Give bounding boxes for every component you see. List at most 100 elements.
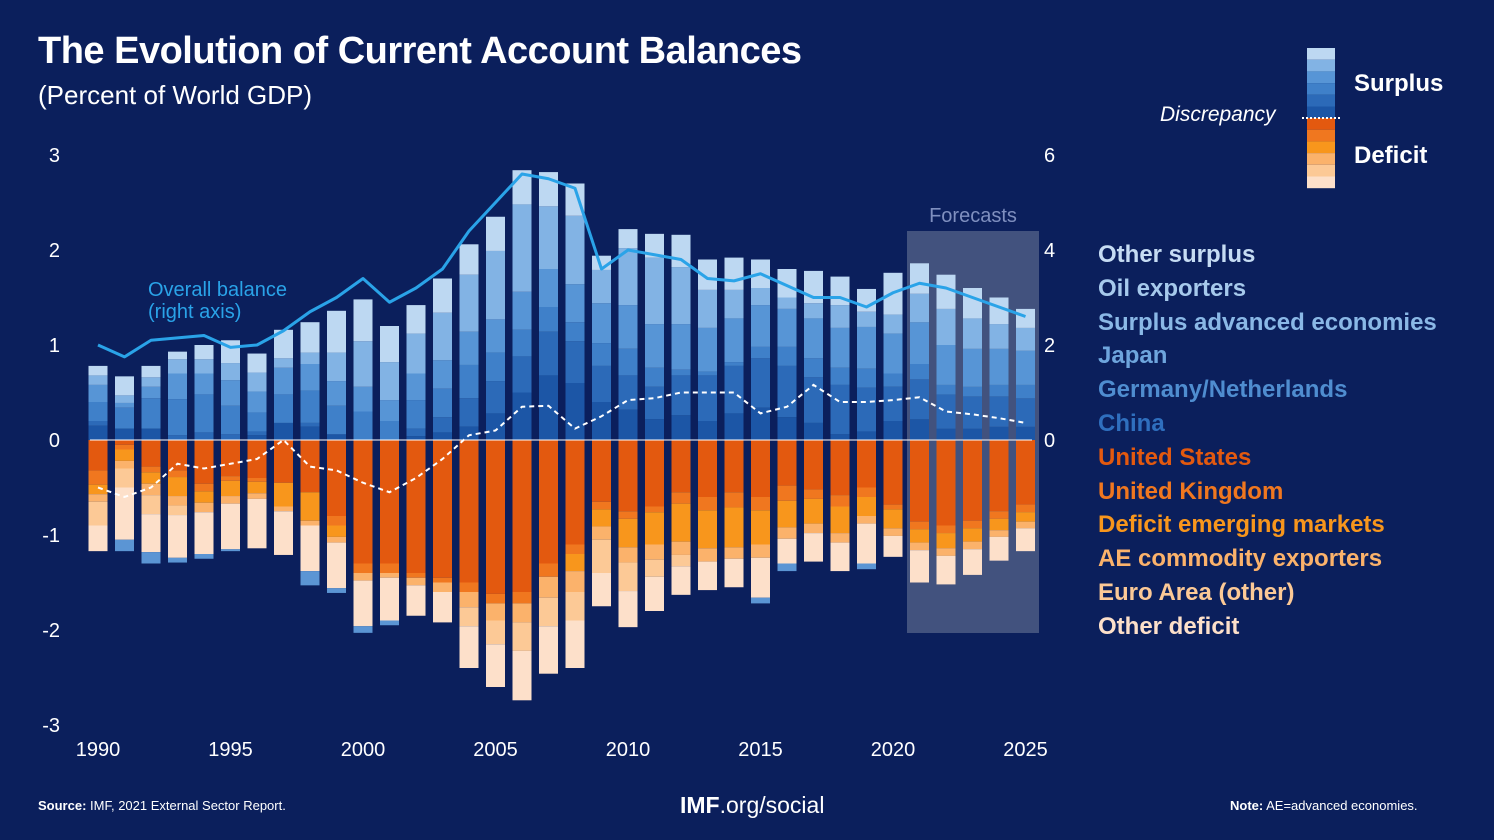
bar-surplus-0-1991	[115, 428, 134, 440]
bar-deficit-2-1999	[327, 525, 346, 537]
bar-surplus-2-1995	[221, 405, 240, 435]
bar-surplus-3-2005	[486, 319, 505, 353]
bar-surplus-2-2025	[1016, 384, 1035, 399]
bar-surplus-5-1992	[141, 365, 161, 378]
bar-surplus-0-2009	[592, 402, 611, 440]
bar-surplus-2-2023	[963, 386, 982, 397]
bar-surplus-5-1990	[88, 365, 108, 376]
bar-residual-1993	[168, 557, 187, 563]
bar-deficit-2-2017	[804, 498, 823, 524]
y-right-tick-0: 6	[1044, 145, 1055, 167]
bars-layer	[88, 170, 1035, 701]
bar-surplus-1-2022	[936, 394, 956, 429]
bar-deficit-2-2012	[671, 503, 691, 542]
y-right-tick-3: 0	[1044, 430, 1055, 452]
bar-surplus-1-1990	[88, 421, 108, 426]
bar-deficit-2-2024	[989, 518, 1009, 531]
bar-surplus-4-2014	[724, 289, 744, 319]
bar-deficit-1-2017	[804, 489, 823, 499]
bar-deficit-1-2005	[486, 593, 505, 604]
bar-surplus-1-1993	[168, 435, 187, 440]
bar-surplus-1-2009	[592, 365, 611, 402]
x-tick-0: 1990	[76, 739, 121, 761]
bar-surplus-2-2008	[565, 322, 585, 342]
bar-deficit-3-1995	[221, 496, 240, 504]
legend-item-0: Other surplus	[1098, 241, 1256, 268]
bar-surplus-5-2005	[486, 216, 505, 251]
bar-deficit-5-2011	[645, 576, 664, 611]
bar-surplus-1-2003	[433, 417, 452, 433]
bar-surplus-2-2005	[486, 352, 505, 382]
bar-deficit-4-2008	[565, 592, 585, 621]
bar-deficit-2-1990	[88, 484, 108, 495]
key-swatch-deficit-2	[1307, 141, 1335, 154]
key-swatch-surplus-2	[1307, 71, 1335, 84]
key-swatch-deficit-4	[1307, 164, 1335, 177]
bar-deficit-3-1994	[194, 502, 214, 513]
bar-surplus-3-1990	[88, 384, 108, 402]
bar-deficit-3-1992	[141, 483, 161, 496]
bar-surplus-1-2006	[512, 356, 532, 393]
bar-surplus-3-2010	[618, 305, 638, 349]
bar-surplus-4-2009	[592, 269, 611, 304]
bar-deficit-2-2009	[592, 509, 611, 527]
bar-surplus-5-2022	[936, 274, 956, 309]
bar-surplus-4-2006	[512, 204, 532, 292]
bar-surplus-0-2008	[565, 383, 585, 440]
bar-surplus-0-2004	[459, 426, 479, 440]
bar-surplus-2-1994	[194, 394, 214, 433]
bar-deficit-2-2022	[936, 533, 956, 549]
bar-surplus-0-2019	[857, 431, 876, 440]
bar-surplus-3-2000	[353, 386, 373, 412]
bar-deficit-0-2007	[539, 440, 558, 564]
bar-surplus-4-2013	[698, 289, 717, 328]
bar-surplus-3-1996	[247, 391, 267, 413]
bar-surplus-5-2008	[565, 183, 585, 216]
bar-deficit-5-2022	[936, 555, 956, 585]
bar-surplus-4-2016	[777, 297, 797, 309]
legend-item-10: Euro Area (other)	[1098, 578, 1295, 606]
bar-surplus-4-1997	[274, 358, 293, 368]
bar-surplus-4-1991	[115, 395, 134, 403]
bar-surplus-2-1999	[327, 405, 346, 435]
bar-surplus-1-1994	[194, 432, 214, 440]
bar-deficit-5-2007	[539, 626, 558, 674]
imf-rest: .org/social	[719, 792, 825, 818]
bar-surplus-3-1994	[194, 373, 214, 395]
bar-surplus-2-2016	[777, 346, 797, 366]
legend-item-6: United States	[1098, 443, 1252, 471]
bar-deficit-3-2022	[936, 548, 956, 556]
footer-imf-link[interactable]: IMF.org/social	[680, 792, 824, 819]
y-left-tick-3: 0	[49, 430, 60, 452]
bar-deficit-3-1996	[247, 493, 267, 499]
bar-deficit-1-2023	[963, 520, 982, 529]
bar-surplus-4-1998	[300, 352, 320, 364]
bar-surplus-4-2003	[433, 312, 452, 361]
bar-surplus-2-1998	[300, 390, 320, 423]
bar-surplus-4-1994	[194, 359, 214, 374]
bar-surplus-3-2008	[565, 284, 585, 323]
bar-surplus-1-2004	[459, 398, 479, 427]
bar-surplus-2-2006	[512, 329, 532, 357]
bar-deficit-5-2016	[777, 538, 797, 564]
bar-surplus-2-2021	[910, 364, 929, 380]
forecast-label: Forecasts	[929, 205, 1017, 227]
bar-deficit-5-1997	[274, 511, 293, 555]
bar-surplus-4-2018	[830, 305, 850, 328]
bar-deficit-5-1994	[194, 512, 214, 554]
overall-balance-line	[97, 172, 1027, 359]
bar-deficit-0-2019	[857, 440, 876, 488]
annotation-line-2: (right axis)	[148, 301, 241, 323]
bar-deficit-2-2010	[618, 518, 638, 548]
bar-deficit-1-2008	[565, 544, 585, 554]
bar-deficit-1-2002	[406, 573, 426, 578]
bar-deficit-5-2006	[512, 650, 532, 701]
bar-surplus-4-2021	[910, 293, 929, 323]
bar-deficit-2-2020	[883, 509, 903, 529]
bar-surplus-0-2017	[804, 422, 823, 440]
bar-surplus-0-2011	[645, 419, 664, 440]
bar-deficit-3-1999	[327, 536, 346, 543]
bar-surplus-3-2003	[433, 360, 452, 389]
bar-surplus-5-1998	[300, 322, 320, 353]
note-label: Note:	[1230, 798, 1264, 813]
